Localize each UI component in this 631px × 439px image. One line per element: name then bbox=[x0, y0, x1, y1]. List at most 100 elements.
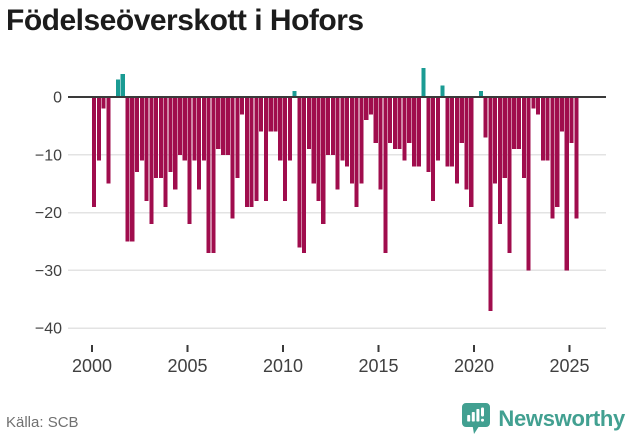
bar bbox=[521, 97, 526, 178]
bar bbox=[421, 68, 426, 97]
bar bbox=[493, 97, 498, 184]
bar bbox=[407, 97, 412, 144]
y-axis-tick-label: −20 bbox=[35, 205, 62, 222]
bar bbox=[383, 97, 388, 254]
bar bbox=[378, 97, 383, 190]
bar bbox=[259, 97, 264, 132]
bar bbox=[134, 97, 140, 173]
bar bbox=[464, 97, 469, 190]
bar bbox=[345, 97, 350, 167]
bar bbox=[316, 97, 321, 202]
x-axis-tick-label: 2000 bbox=[72, 356, 112, 376]
bar bbox=[426, 97, 431, 173]
bar bbox=[325, 97, 331, 155]
bar bbox=[402, 97, 407, 161]
bar bbox=[435, 97, 440, 161]
bar bbox=[440, 85, 445, 97]
bar bbox=[306, 97, 311, 150]
bar bbox=[373, 97, 378, 144]
bar bbox=[536, 97, 541, 115]
bar bbox=[445, 97, 450, 167]
bar bbox=[216, 97, 221, 150]
bar bbox=[173, 97, 178, 190]
bar bbox=[526, 97, 531, 271]
bar bbox=[225, 97, 230, 155]
bar bbox=[139, 97, 144, 161]
bar bbox=[201, 97, 206, 161]
bar bbox=[507, 97, 512, 254]
bar bbox=[249, 97, 254, 207]
bar bbox=[92, 97, 97, 207]
bar bbox=[283, 97, 288, 202]
bar bbox=[125, 97, 130, 242]
y-axis-tick-label: −10 bbox=[35, 147, 62, 164]
x-axis-tick-label: 2020 bbox=[454, 356, 494, 376]
bar bbox=[368, 97, 374, 115]
bar bbox=[297, 97, 302, 248]
bar bbox=[158, 97, 163, 178]
bar bbox=[459, 97, 464, 144]
y-axis-tick-label: 0 bbox=[53, 90, 62, 107]
bar bbox=[101, 97, 106, 109]
bar bbox=[96, 97, 101, 161]
bar bbox=[564, 97, 569, 271]
bar bbox=[574, 97, 579, 219]
bar bbox=[197, 97, 202, 190]
source-note: Källa: SCB bbox=[6, 414, 79, 431]
bar bbox=[349, 97, 354, 184]
bar bbox=[555, 97, 560, 207]
chart-title: Födelseöverskott i Hofors bbox=[6, 4, 364, 37]
bar bbox=[206, 97, 211, 254]
bar bbox=[397, 97, 402, 150]
bar bbox=[120, 73, 125, 97]
x-axis-tick-label: 2010 bbox=[263, 356, 303, 376]
bar bbox=[273, 97, 278, 132]
bar bbox=[516, 97, 522, 150]
bar bbox=[416, 97, 421, 167]
bar bbox=[359, 97, 364, 184]
bar bbox=[302, 97, 307, 254]
bar bbox=[311, 97, 316, 184]
bar bbox=[483, 97, 488, 138]
bar bbox=[106, 97, 111, 184]
bar bbox=[163, 97, 168, 207]
bar bbox=[330, 97, 335, 155]
bar bbox=[512, 97, 517, 150]
bar bbox=[550, 97, 555, 219]
bar bbox=[287, 97, 292, 161]
bar bbox=[469, 97, 474, 207]
bar bbox=[240, 97, 245, 115]
bar bbox=[130, 97, 135, 242]
bar bbox=[254, 97, 259, 202]
bar bbox=[268, 97, 273, 132]
bar bbox=[531, 97, 536, 109]
bar bbox=[431, 97, 436, 202]
bar bbox=[230, 97, 235, 219]
x-axis-tick-label: 2005 bbox=[167, 356, 207, 376]
y-axis-tick-label: −30 bbox=[35, 263, 62, 280]
bar bbox=[278, 97, 283, 161]
bar bbox=[192, 97, 197, 161]
bar bbox=[569, 97, 574, 144]
bar bbox=[454, 97, 459, 184]
bar bbox=[497, 97, 502, 225]
bar bbox=[559, 97, 565, 132]
bar bbox=[354, 97, 359, 207]
bar bbox=[182, 97, 187, 161]
bar bbox=[411, 97, 417, 167]
x-axis-tick-label: 2015 bbox=[358, 356, 398, 376]
bar bbox=[488, 97, 493, 311]
bar bbox=[177, 97, 183, 155]
newsworthy-logo-text: Newsworthy bbox=[498, 405, 625, 431]
bar bbox=[321, 97, 326, 225]
bar bbox=[244, 97, 249, 207]
bar bbox=[392, 97, 397, 150]
newsworthy-logo: Newsworthy bbox=[461, 402, 625, 435]
bar bbox=[545, 97, 550, 161]
bar bbox=[340, 97, 345, 161]
bar bbox=[220, 97, 226, 155]
bar bbox=[450, 97, 455, 167]
bar bbox=[115, 79, 120, 97]
